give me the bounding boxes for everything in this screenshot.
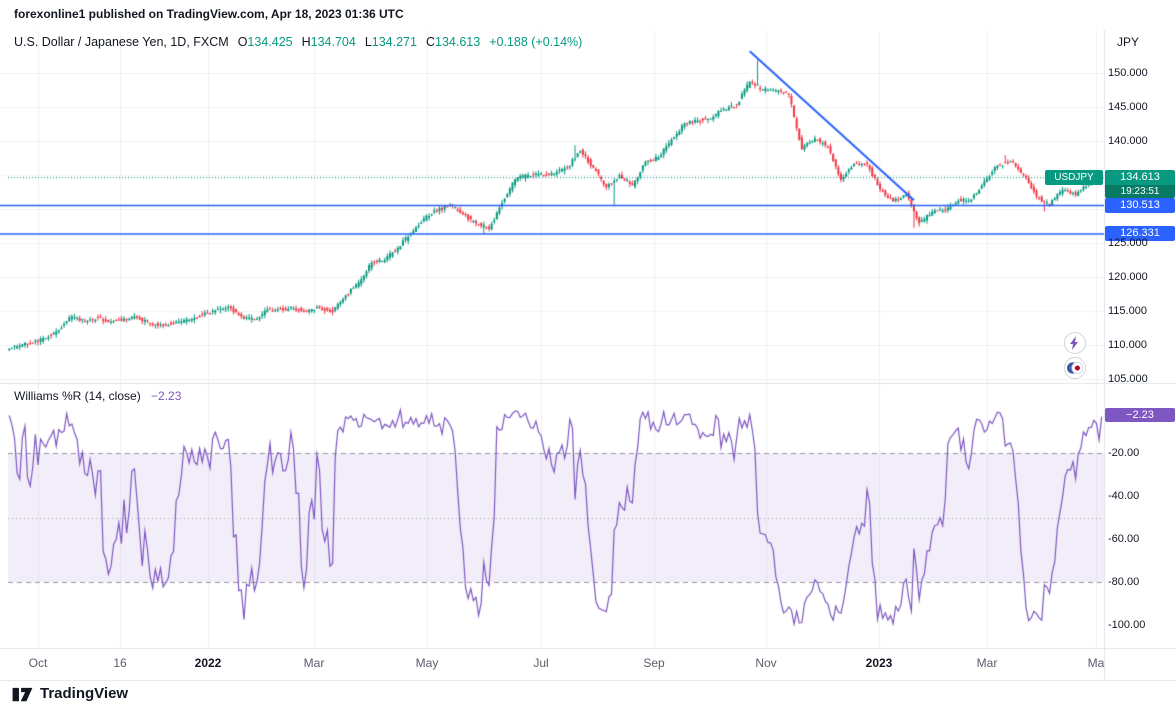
tradingview-brand-text: TradingView <box>40 685 129 702</box>
symbol-info-bar: U.S. Dollar / Japanese Yen, 1D, FXCM O13… <box>14 35 582 49</box>
symbol-flags-icon <box>1064 357 1086 379</box>
price-tick-label: 140.000 <box>1108 135 1148 147</box>
ohlc-low: L134.271 <box>365 35 417 49</box>
wpr-indicator-legend[interactable]: Williams %R (14, close) −2.23 <box>14 389 181 403</box>
symbol-title[interactable]: U.S. Dollar / Japanese Yen, 1D, FXCM <box>14 35 229 49</box>
bar-countdown-badge: 19:23:51 <box>1105 185 1175 199</box>
ohlc-close: C134.613 <box>426 35 480 49</box>
low-value: 134.271 <box>371 35 417 49</box>
wpr-indicator-title[interactable]: Williams %R (14, close) <box>14 389 141 403</box>
lightning-bolt-glyph <box>1070 336 1078 350</box>
price-scale-currency-label: JPY <box>1117 35 1140 49</box>
time-axis-label: Mar <box>976 656 998 670</box>
wpr-tick-label: -20.00 <box>1108 447 1140 459</box>
open-value: 134.425 <box>247 35 293 49</box>
wpr-tick-label: -40.00 <box>1108 490 1140 502</box>
time-axis-label: Jul <box>533 656 549 670</box>
close-value: 134.613 <box>435 35 481 49</box>
wpr-value-badge: −2.23 <box>1105 407 1175 422</box>
level-badge-2: 126.331 <box>1105 226 1175 242</box>
time-axis-label: 16 <box>113 656 127 670</box>
wpr-tick-label: -80.00 <box>1108 576 1140 588</box>
open-label: O <box>237 35 248 49</box>
last-price-group: 134.613 19:23:51 <box>1105 170 1175 199</box>
time-axis-label: Sep <box>643 656 665 670</box>
time-axis-label: Nov <box>755 656 777 670</box>
time-axis-label: May <box>415 656 439 670</box>
price-tick-label: 145.000 <box>1108 101 1148 113</box>
time-axis-label: Ma <box>1087 656 1105 670</box>
price-tick-label: 115.000 <box>1108 305 1147 317</box>
time-scale[interactable] <box>0 648 1104 680</box>
time-axis-label: Oct <box>28 656 48 670</box>
high-label: H <box>301 35 311 49</box>
publish-attribution: forexonline1 published on TradingView.co… <box>14 7 404 21</box>
ohlc-open: O134.425 <box>238 35 293 49</box>
level-badge-1: 130.513 <box>1105 198 1175 213</box>
price-tick-label: 105.000 <box>1108 373 1148 385</box>
high-value: 134.704 <box>310 35 356 49</box>
wpr-tick-label: -100.00 <box>1108 619 1146 631</box>
price-change: +0.188 (+0.14%) <box>489 35 583 49</box>
wpr-tick-label: -60.00 <box>1108 533 1140 545</box>
price-tick-label: 120.000 <box>1108 271 1148 283</box>
price-tick-label: 110.000 <box>1108 339 1147 351</box>
close-label: C <box>425 35 435 49</box>
time-axis-label: Mar <box>303 656 325 670</box>
time-axis-label: 2022 <box>194 656 222 670</box>
tradingview-logo-icon <box>12 687 33 702</box>
price-tick-label: 150.000 <box>1108 67 1148 79</box>
price-tick-label: 125.000 <box>1108 237 1148 249</box>
ohlc-high: H134.704 <box>302 35 356 49</box>
usd-jpy-flags-glyph <box>1067 362 1084 374</box>
last-price-badge: 134.613 <box>1105 170 1175 186</box>
time-axis-label: 2023 <box>865 656 893 670</box>
realtime-lightning-icon[interactable] <box>1064 332 1086 354</box>
wpr-indicator-value: −2.23 <box>151 389 182 403</box>
low-label: L <box>364 35 372 49</box>
tradingview-footer-link[interactable]: TradingView <box>12 685 128 702</box>
symbol-price-label: USDJPY <box>1045 170 1103 186</box>
